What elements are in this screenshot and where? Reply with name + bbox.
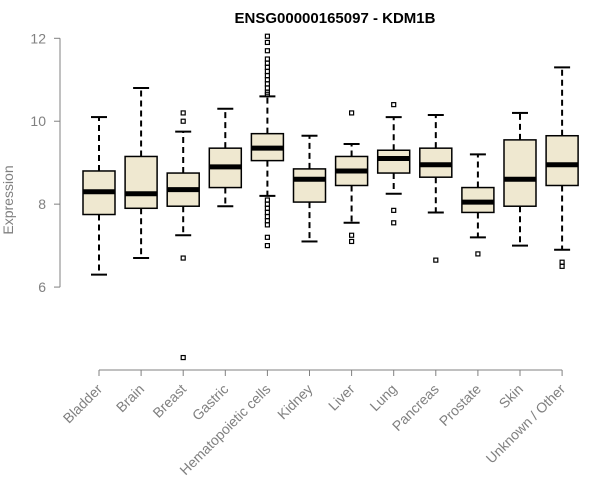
outlier-point <box>264 91 270 97</box>
outlier-point <box>559 263 565 269</box>
x-tick-label: Bladder <box>60 381 106 427</box>
x-tick-label: Skin <box>496 381 527 412</box>
outlier-point <box>264 209 270 216</box>
outlier-point <box>264 73 270 79</box>
outlier-point <box>264 201 270 207</box>
box-group <box>292 134 327 243</box>
y-tick-label-8: 8 <box>38 196 46 212</box>
box-group <box>334 110 369 245</box>
outlier-point <box>264 205 270 211</box>
outlier-point <box>264 85 270 91</box>
box-group <box>419 114 453 263</box>
outlier-point <box>264 222 270 228</box>
box-group <box>545 66 579 269</box>
box-group <box>461 153 495 257</box>
outlier-point <box>264 218 270 224</box>
chart-title: ENSG00000165097 - KDM1B <box>235 10 436 27</box>
outlier-point <box>180 255 186 261</box>
outlier-point <box>391 102 397 108</box>
y-axis: 6 8 10 12 <box>30 30 61 295</box>
outlier-point <box>264 33 270 39</box>
x-tick-label: Breast <box>149 381 189 421</box>
outlier-point <box>180 354 186 361</box>
outlier-point <box>180 110 186 116</box>
outlier-point <box>391 207 397 213</box>
outlier-point <box>264 68 270 75</box>
x-tick-label: Kidney <box>274 381 316 423</box>
outlier-point <box>349 238 355 245</box>
box-group <box>208 107 243 208</box>
box <box>376 149 411 174</box>
outlier-point <box>349 232 355 238</box>
outlier-point <box>349 110 355 116</box>
x-tick-label: Prostate <box>436 381 484 429</box>
outlier-point <box>264 81 270 87</box>
x-tick-label: Brain <box>113 381 147 415</box>
y-tick-label-6: 6 <box>38 279 46 295</box>
box <box>545 134 579 187</box>
box-group <box>376 102 411 226</box>
outlier-point <box>264 234 270 240</box>
x-tick-label: Lung <box>366 381 399 414</box>
y-tick-label-12: 12 <box>30 30 46 46</box>
box-group <box>124 87 158 260</box>
box-group <box>166 110 200 361</box>
box <box>292 168 327 203</box>
box-group <box>250 33 285 249</box>
y-tick-label-10: 10 <box>30 113 46 129</box>
x-tick-label: Liver <box>325 381 358 414</box>
x-tick-label: Unknown / Other <box>483 381 569 467</box>
outlier-point <box>475 251 481 257</box>
outlier-point <box>264 64 270 70</box>
outlier-point <box>264 77 270 83</box>
outlier-point <box>180 118 186 124</box>
outlier-point <box>264 56 270 62</box>
box-group <box>82 116 116 276</box>
outlier-point <box>264 48 270 54</box>
outlier-point <box>264 39 270 46</box>
x-tick-label: Pancreas <box>389 381 442 434</box>
outlier-point <box>264 197 270 203</box>
outlier-point <box>264 213 270 220</box>
box <box>503 139 537 207</box>
outlier-point <box>433 257 439 263</box>
boxes-group <box>82 33 579 361</box>
box-group <box>503 111 537 247</box>
y-axis-label: Expression <box>0 165 16 234</box>
box <box>124 155 158 210</box>
outlier-point <box>264 60 270 66</box>
outlier-point <box>391 220 397 226</box>
outlier-point <box>559 259 565 265</box>
outlier-point <box>264 243 270 249</box>
